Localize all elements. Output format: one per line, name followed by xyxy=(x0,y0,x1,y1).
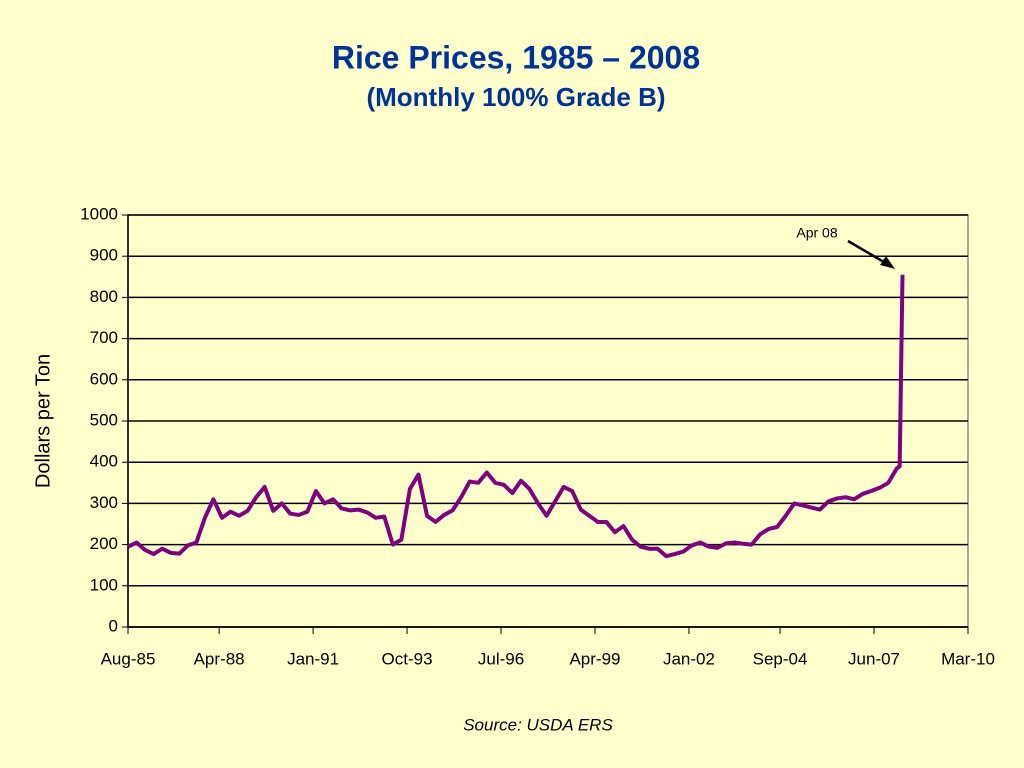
y-tick-label: 700 xyxy=(90,328,118,347)
x-tick-label: Jan-02 xyxy=(663,649,715,668)
annotation-arrowhead xyxy=(880,256,895,269)
annotation-arrow xyxy=(847,239,890,267)
y-tick-label: 300 xyxy=(90,493,118,512)
x-tick-label: Jun-07 xyxy=(848,649,900,668)
x-tick-label: Mar-10 xyxy=(941,649,995,668)
y-tick-label: 600 xyxy=(90,369,118,388)
x-tick-label: Apr-88 xyxy=(194,649,245,668)
x-tick-label: Apr-99 xyxy=(569,649,620,668)
x-tick-label: Aug-85 xyxy=(101,649,156,668)
y-tick-label: 200 xyxy=(90,534,118,553)
annotation: Apr 08 xyxy=(796,225,837,241)
y-tick-label: 100 xyxy=(90,575,118,594)
x-tick-label: Sep-04 xyxy=(753,649,808,668)
chart-title: Rice Prices, 1985 – 2008 xyxy=(332,39,700,75)
x-tick-label: Oct-93 xyxy=(382,649,433,668)
source: Source: USDA ERS xyxy=(463,715,613,734)
x-tick-label: Jul-96 xyxy=(478,649,524,668)
y-tick-label: 800 xyxy=(90,287,118,306)
y-tick-label: 900 xyxy=(90,246,118,265)
y-tick-label: 500 xyxy=(90,410,118,429)
y-tick-label: 400 xyxy=(90,452,118,471)
chart-subtitle: (Monthly 100% Grade B) xyxy=(366,82,665,112)
y-axis-label: Dollars per Ton xyxy=(32,354,54,488)
y-tick-label: 0 xyxy=(109,616,118,635)
x-tick-label: Jan-91 xyxy=(287,649,339,668)
data-line xyxy=(127,274,905,559)
y-tick-label: 1000 xyxy=(80,204,118,223)
